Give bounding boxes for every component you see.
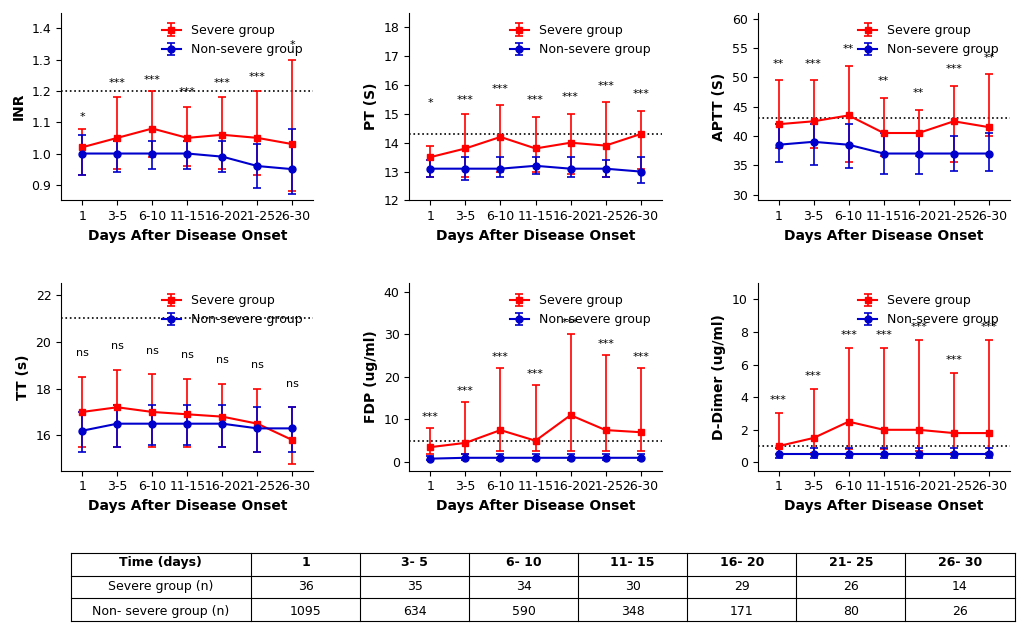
- Legend: Severe group, Non-severe group: Severe group, Non-severe group: [852, 289, 1003, 331]
- Text: 35: 35: [407, 579, 422, 593]
- Text: ***: ***: [249, 72, 266, 81]
- Text: Severe group (n): Severe group (n): [108, 579, 213, 593]
- Text: 26: 26: [843, 579, 858, 593]
- Text: 26: 26: [951, 605, 967, 618]
- Legend: Severe group, Non-severe group: Severe group, Non-severe group: [157, 289, 307, 331]
- Text: 34: 34: [516, 579, 531, 593]
- X-axis label: Days After Disease Onset: Days After Disease Onset: [88, 499, 286, 513]
- Text: 30: 30: [625, 579, 640, 593]
- X-axis label: Days After Disease Onset: Days After Disease Onset: [435, 229, 635, 243]
- Text: ***: ***: [214, 78, 230, 88]
- Text: ***: ***: [945, 64, 961, 74]
- Text: ***: ***: [109, 78, 125, 88]
- Text: ***: ***: [491, 352, 508, 362]
- Text: 36: 36: [298, 579, 313, 593]
- Text: ***: ***: [491, 83, 508, 94]
- Text: 16- 20: 16- 20: [719, 556, 763, 569]
- Text: ***: ***: [804, 371, 821, 381]
- Text: ns: ns: [146, 345, 159, 356]
- Text: **: **: [772, 58, 784, 69]
- Text: 171: 171: [730, 605, 753, 618]
- Text: 14: 14: [951, 579, 967, 593]
- Text: **: **: [982, 53, 994, 63]
- Text: ns: ns: [111, 341, 123, 351]
- Text: ***: ***: [909, 322, 926, 332]
- Text: ***: ***: [979, 322, 997, 332]
- Text: ***: ***: [457, 95, 474, 105]
- Text: ***: ***: [561, 92, 579, 103]
- Text: 348: 348: [621, 605, 644, 618]
- Text: ns: ns: [251, 360, 264, 370]
- Text: ***: ***: [632, 352, 648, 362]
- Text: ns: ns: [75, 348, 89, 358]
- Text: 6- 10: 6- 10: [505, 556, 541, 569]
- Text: 26- 30: 26- 30: [936, 556, 981, 569]
- Text: ns: ns: [285, 378, 299, 388]
- Text: ***: ***: [840, 330, 856, 340]
- Y-axis label: TT (s): TT (s): [16, 354, 30, 399]
- Text: *: *: [79, 112, 85, 122]
- Legend: Severe group, Non-severe group: Severe group, Non-severe group: [504, 19, 655, 62]
- Text: 590: 590: [512, 605, 535, 618]
- Text: **: **: [842, 44, 853, 54]
- Text: 21- 25: 21- 25: [827, 556, 872, 569]
- Text: ***: ***: [422, 412, 438, 422]
- Text: Non- severe group (n): Non- severe group (n): [92, 605, 229, 618]
- Text: *: *: [289, 40, 294, 51]
- Text: 1095: 1095: [289, 605, 321, 618]
- Text: ***: ***: [804, 58, 821, 69]
- Text: ***: ***: [769, 395, 787, 405]
- Legend: Severe group, Non-severe group: Severe group, Non-severe group: [852, 19, 1003, 62]
- Legend: Severe group, Non-severe group: Severe group, Non-severe group: [504, 289, 655, 331]
- X-axis label: Days After Disease Onset: Days After Disease Onset: [784, 229, 982, 243]
- Text: 11- 15: 11- 15: [610, 556, 654, 569]
- Legend: Severe group, Non-severe group: Severe group, Non-severe group: [157, 19, 307, 62]
- Text: ***: ***: [596, 81, 613, 91]
- X-axis label: Days After Disease Onset: Days After Disease Onset: [784, 499, 982, 513]
- Y-axis label: PT (S): PT (S): [364, 83, 378, 130]
- Y-axis label: INR: INR: [12, 93, 26, 121]
- Text: 80: 80: [842, 605, 858, 618]
- Text: **: **: [912, 88, 923, 98]
- Text: ***: ***: [945, 354, 961, 365]
- Text: 1: 1: [301, 556, 310, 569]
- X-axis label: Days After Disease Onset: Days After Disease Onset: [88, 229, 286, 243]
- Text: ***: ***: [144, 75, 161, 85]
- Y-axis label: FDP (ug/ml): FDP (ug/ml): [364, 330, 378, 423]
- Text: ***: ***: [178, 87, 196, 97]
- Text: *: *: [427, 98, 433, 108]
- Text: ***: ***: [527, 369, 543, 379]
- Text: **: **: [877, 76, 889, 86]
- Text: ***: ***: [561, 318, 579, 328]
- Text: Time (days): Time (days): [119, 556, 202, 569]
- Text: 634: 634: [403, 605, 426, 618]
- Y-axis label: APTT (S): APTT (S): [711, 72, 726, 141]
- Text: 3- 5: 3- 5: [400, 556, 428, 569]
- Text: ***: ***: [457, 386, 474, 396]
- Text: ***: ***: [874, 330, 892, 340]
- Text: ***: ***: [527, 95, 543, 105]
- Text: ns: ns: [216, 355, 228, 365]
- Y-axis label: D-Dimer (ug/ml): D-Dimer (ug/ml): [711, 314, 726, 440]
- Text: 29: 29: [734, 579, 749, 593]
- X-axis label: Days After Disease Onset: Days After Disease Onset: [435, 499, 635, 513]
- Text: ***: ***: [632, 89, 648, 99]
- Text: ***: ***: [596, 339, 613, 349]
- Text: ns: ns: [180, 351, 194, 360]
